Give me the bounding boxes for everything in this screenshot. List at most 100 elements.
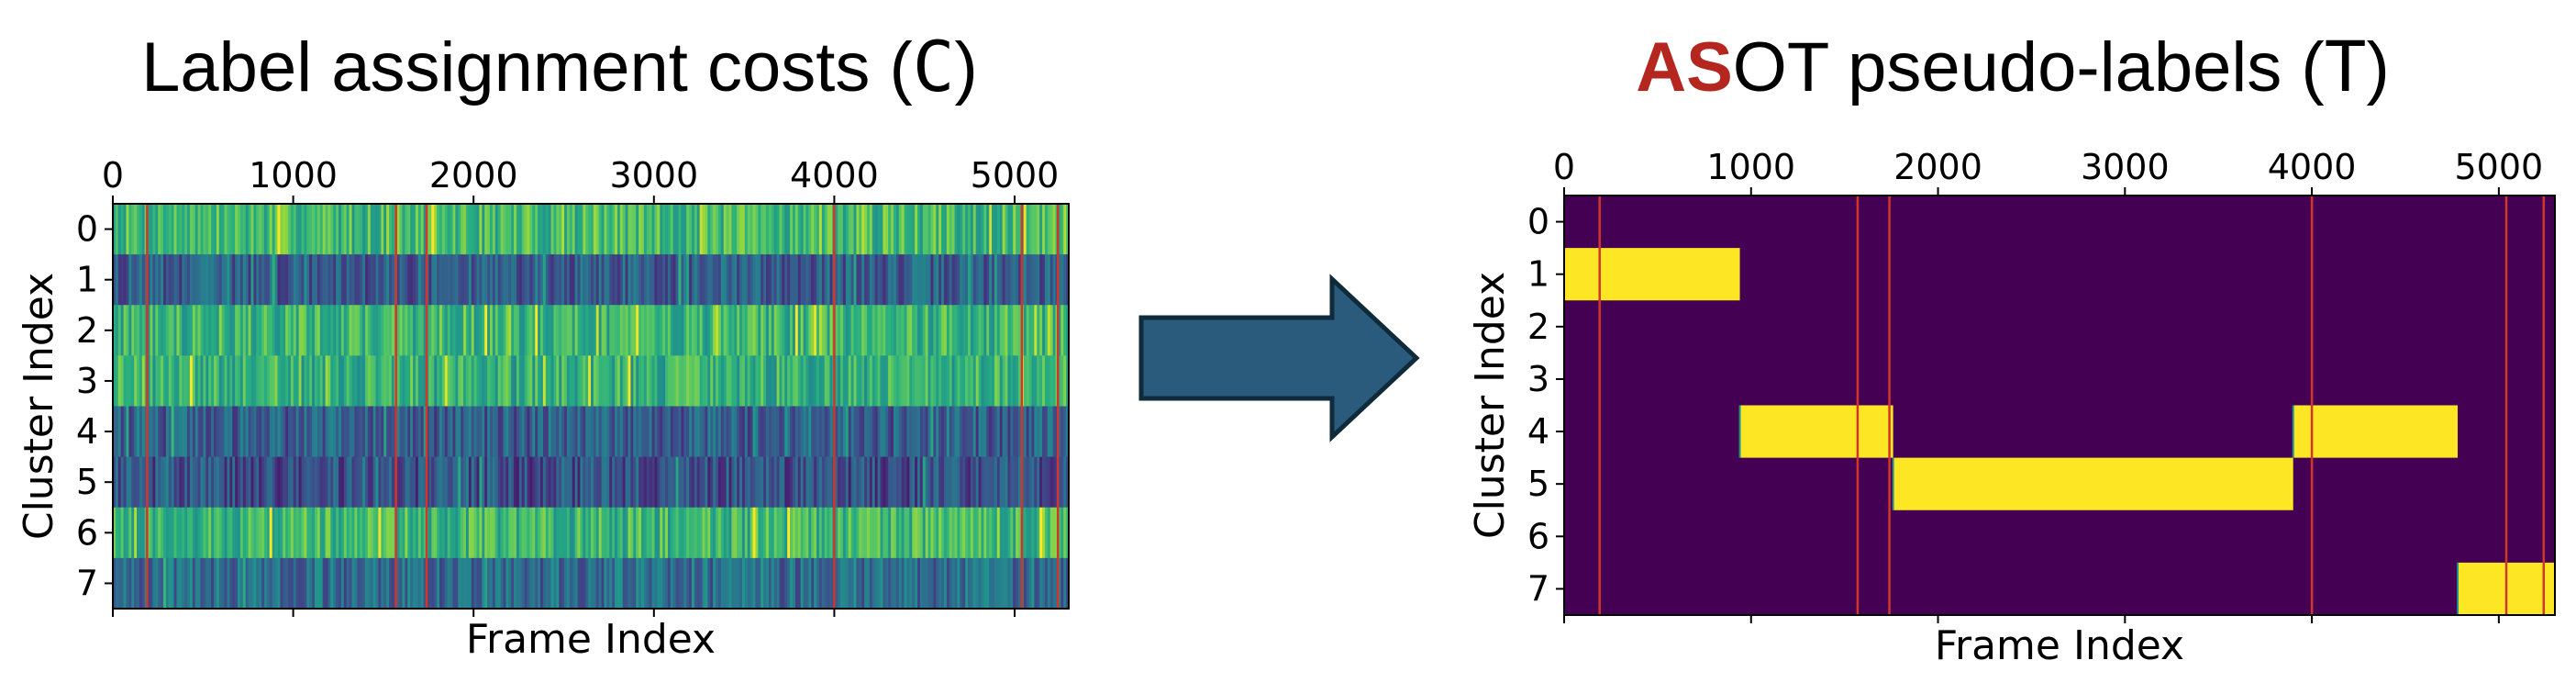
heatmap-cell <box>301 254 305 306</box>
heatmap-cell <box>601 204 605 255</box>
heatmap-cell <box>161 254 164 306</box>
heatmap-cell <box>256 507 260 559</box>
heatmap-cell <box>117 355 122 408</box>
heatmap-cell <box>413 305 416 356</box>
heatmap-cell <box>205 406 209 458</box>
heatmap-cell <box>930 507 934 559</box>
heatmap-cell <box>521 254 526 306</box>
heatmap-cell <box>137 456 140 509</box>
heatmap-cell <box>574 507 579 559</box>
heatmap-cell <box>898 557 903 610</box>
heatmap-cell <box>184 204 188 255</box>
heatmap-cell <box>487 456 491 509</box>
heatmap-cell <box>527 406 531 458</box>
heatmap-cell <box>532 355 536 408</box>
heatmap-cell <box>550 204 555 255</box>
heatmap-cell <box>314 406 318 458</box>
heatmap-cell <box>627 557 632 610</box>
heatmap-cell <box>357 355 361 408</box>
heatmap-cell <box>699 254 704 306</box>
heatmap-cell <box>354 355 358 408</box>
heatmap-cell <box>189 557 194 610</box>
heatmap-cell <box>556 557 560 610</box>
heatmap-cell <box>927 456 932 509</box>
heatmap-cell <box>232 305 236 356</box>
heatmap-cell <box>872 507 876 559</box>
heatmap-cell <box>1005 456 1009 509</box>
heatmap-cell <box>649 305 653 356</box>
heatmap-cell <box>1042 557 1046 610</box>
heatmap-cell <box>208 456 212 509</box>
heatmap-cell <box>893 507 897 559</box>
heatmap-cell <box>811 557 815 610</box>
heatmap-cell <box>604 355 607 408</box>
heatmap-cell <box>123 204 128 255</box>
heatmap-cell <box>811 355 815 408</box>
heatmap-cell <box>494 406 499 458</box>
heatmap-cell <box>1028 204 1033 255</box>
heatmap-cell <box>375 204 380 255</box>
heatmap-cell <box>962 305 966 356</box>
heatmap-cell <box>229 204 233 255</box>
heatmap-cell <box>378 204 382 255</box>
heatmap-cell <box>761 355 764 408</box>
heatmap-cell <box>336 355 339 408</box>
heatmap-cell <box>986 507 990 559</box>
heatmap-cell <box>349 305 353 356</box>
heatmap-cell <box>187 557 191 610</box>
heatmap-cell <box>173 355 178 408</box>
heatmap-cell <box>434 204 438 255</box>
heatmap-cell <box>115 557 119 610</box>
heatmap-cell <box>580 507 583 559</box>
heatmap-cell <box>248 254 252 306</box>
heatmap-cell <box>936 456 939 509</box>
heatmap-cell <box>147 456 151 509</box>
heatmap-cell <box>681 305 684 356</box>
heatmap-cell <box>1066 406 1070 458</box>
heatmap-cell <box>901 507 905 559</box>
heatmap-cell <box>405 456 408 509</box>
heatmap-cell <box>468 456 472 509</box>
heatmap-cell <box>662 557 666 610</box>
heatmap-cell <box>681 507 684 559</box>
heatmap-cell <box>909 204 913 255</box>
heatmap-cell <box>405 355 408 408</box>
heatmap-cell <box>619 355 624 408</box>
heatmap-cell <box>625 204 629 255</box>
heatmap-cell <box>192 204 196 255</box>
heatmap-cell <box>734 355 738 408</box>
heatmap-cell <box>205 305 209 356</box>
heatmap-cell <box>919 254 924 306</box>
heatmap-cell <box>556 507 560 559</box>
heatmap-cell <box>261 204 265 255</box>
heatmap-cell <box>439 254 443 306</box>
heatmap-cell <box>601 305 605 356</box>
heatmap-cell <box>936 355 939 408</box>
heatmap-cell <box>569 355 573 408</box>
heatmap-cell <box>689 456 693 509</box>
heatmap-cell <box>405 507 408 559</box>
heatmap-cell <box>242 507 247 559</box>
heatmap-cell <box>314 355 318 408</box>
heatmap-cell <box>933 355 937 408</box>
heatmap-cell <box>646 204 650 255</box>
heatmap-cell <box>339 305 342 356</box>
heatmap-cell <box>593 406 597 458</box>
heatmap-cell <box>538 456 541 509</box>
heatmap-cell <box>357 204 361 255</box>
heatmap-cell <box>370 305 374 356</box>
heatmap-cell <box>574 254 579 306</box>
heatmap-cell <box>527 557 531 610</box>
heatmap-cell <box>716 305 719 356</box>
heatmap-cell <box>309 305 313 356</box>
heatmap-cell <box>859 254 862 306</box>
heatmap-cell <box>407 507 411 559</box>
heatmap-cell <box>269 254 273 306</box>
heatmap-cell <box>437 305 440 356</box>
heatmap-cell <box>200 355 205 408</box>
heatmap-cell <box>428 305 432 356</box>
y-tick-label: 1 <box>76 260 98 300</box>
heatmap-cell <box>428 507 432 559</box>
heatmap-cell <box>1044 557 1049 610</box>
heatmap-cell <box>131 254 135 306</box>
